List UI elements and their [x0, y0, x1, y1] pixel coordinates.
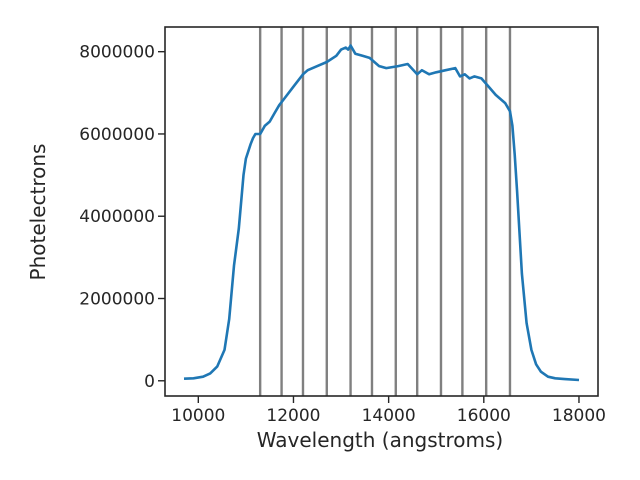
x-axis: 10000 12000 14000 16000 18000	[171, 396, 606, 426]
series-line	[183, 44, 580, 382]
x-tick-label: 16000	[457, 406, 511, 426]
x-axis-label: Wavelength (angstroms)	[257, 428, 503, 452]
vertical-lines	[258, 27, 512, 396]
y-tick-label: 2000000	[79, 290, 155, 310]
x-tick-label: 18000	[552, 406, 606, 426]
y-tick-label: 4000000	[79, 207, 155, 227]
y-tick-label: 0	[144, 372, 155, 392]
y-axis-label: Photelectrons	[26, 144, 50, 281]
plot-frame	[164, 26, 599, 397]
x-tick-label: 14000	[362, 406, 416, 426]
y-tick-label: 6000000	[79, 125, 155, 145]
x-tick-label: 12000	[266, 406, 320, 426]
x-tick-label: 10000	[171, 406, 225, 426]
y-tick-label: 8000000	[79, 43, 155, 63]
y-axis: 0 2000000 4000000 6000000 8000000	[79, 43, 165, 392]
